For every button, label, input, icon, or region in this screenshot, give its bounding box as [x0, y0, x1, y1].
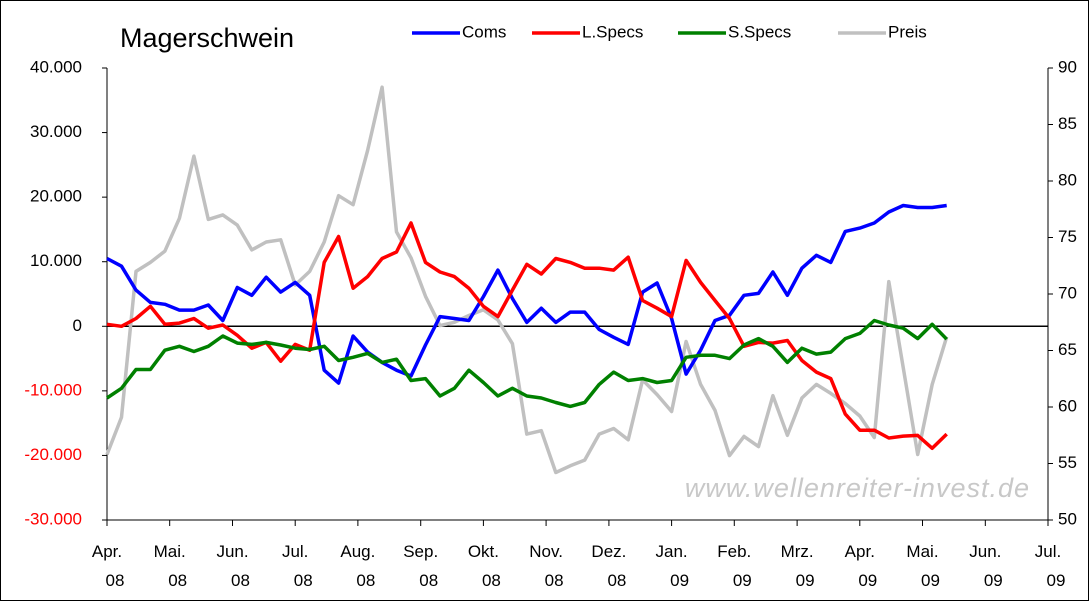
x-tick-label-part: 08: [168, 571, 187, 590]
watermark: www.wellenreiter-invest.de: [685, 473, 1030, 503]
x-tick-label-part: Jan.: [656, 542, 688, 561]
x-tick-label-part: 09: [984, 571, 1003, 590]
x-tick-label-part: Jul.: [1035, 542, 1061, 561]
x-tick-label-part: 08: [419, 571, 438, 590]
y2-tick-label: 55: [1058, 453, 1077, 472]
y-tick-label: -20.000: [24, 445, 82, 464]
y2-tick-label: 75: [1058, 227, 1077, 246]
y2-tick-label: 80: [1058, 170, 1077, 189]
x-tick-label-part: Dez.: [591, 542, 626, 561]
x-tick-label-part: 08: [106, 571, 125, 590]
y2-tick-label: 65: [1058, 340, 1077, 359]
x-tick-label-part: 08: [607, 571, 626, 590]
series-line: [106, 203, 947, 385]
y-tick-label: 30.000: [30, 122, 82, 141]
x-tick-label-part: 09: [733, 571, 752, 590]
y2-tick-label: 90: [1058, 57, 1077, 76]
x-tick-label-part: 09: [796, 571, 815, 590]
x-tick-label-part: 08: [231, 571, 250, 590]
y2-tick-label: 70: [1058, 283, 1077, 302]
x-tick-label-part: Nov.: [529, 542, 563, 561]
x-tick-label-part: 09: [921, 571, 940, 590]
x-tick-label: Okt. 08: [468, 542, 501, 590]
x-tick-label-part: Sep.: [403, 542, 438, 561]
y2-tick-label: 60: [1058, 396, 1077, 415]
x-tick-label-part: Jun.: [216, 542, 248, 561]
x-tick-label-part: 08: [294, 571, 313, 590]
series-line: [105, 85, 949, 475]
y2-tick-label: 50: [1058, 509, 1077, 528]
x-tick-label-part: Mai.: [154, 542, 186, 561]
x-tick-label: Mai. 08: [154, 542, 188, 590]
x-tick-label: Jul. 09: [1035, 542, 1066, 590]
x-tick-label: Nov. 08: [529, 542, 563, 590]
x-tick-label-part: Okt.: [468, 542, 499, 561]
x-tick-label-part: 08: [356, 571, 375, 590]
x-tick-label: Feb. 09: [717, 542, 751, 590]
x-tick-label-part: 09: [858, 571, 877, 590]
y2-tick-label: 85: [1058, 114, 1077, 133]
x-tick-label-part: 09: [670, 571, 689, 590]
legend-label: S.Specs: [728, 22, 791, 41]
x-tick-label-part: Jun.: [969, 542, 1001, 561]
x-tick-label: Sep. 08: [403, 542, 438, 590]
x-tick-label: Jun. 09: [969, 542, 1003, 590]
x-tick-label: Jul. 08: [282, 542, 313, 590]
x-tick-label: Jun. 08: [216, 542, 250, 590]
series-line: [106, 318, 948, 409]
y-tick-label: -10.000: [24, 380, 82, 399]
y-tick-label: -30.000: [24, 509, 82, 528]
x-tick-label-part: Jul.: [282, 542, 308, 561]
y-tick-label: 10.000: [30, 251, 82, 270]
x-tick-label-part: Apr.: [92, 542, 122, 561]
x-tick-label: Dez. 08: [591, 542, 626, 590]
x-tick-label-part: Feb.: [717, 542, 751, 561]
legend-label: L.Specs: [582, 22, 643, 41]
legend-label: Preis: [888, 22, 927, 41]
y-tick-label: 20.000: [30, 187, 82, 206]
legend-label: Coms: [462, 22, 506, 41]
x-tick-label: Jan. 09: [656, 542, 690, 590]
x-tick-label-part: 09: [1047, 571, 1066, 590]
x-tick-label-part: 08: [545, 571, 564, 590]
x-tick-label: Apr. 09: [845, 542, 878, 590]
y-tick-label: 0: [73, 316, 82, 335]
x-tick-label-part: Mai.: [906, 542, 938, 561]
x-tick-label-part: Mrz.: [781, 542, 814, 561]
x-tick-label-part: 08: [482, 571, 501, 590]
x-tick-label: Mrz. 09: [781, 542, 815, 590]
y-tick-label: 40.000: [30, 57, 82, 76]
x-tick-label-part: Apr.: [845, 542, 875, 561]
x-tick-label: Aug. 08: [340, 542, 375, 590]
chart-title: Magerschwein: [120, 23, 294, 53]
x-tick-label: Mai. 09: [906, 542, 940, 590]
x-tick-label-part: Aug.: [340, 542, 375, 561]
x-tick-label: Apr. 08: [92, 542, 125, 590]
